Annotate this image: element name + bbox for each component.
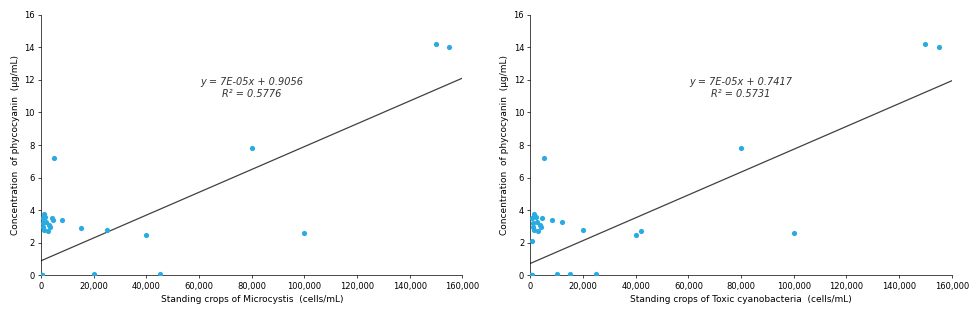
Point	[533, 224, 549, 229]
Point	[441, 45, 457, 50]
Point	[633, 229, 649, 234]
Point	[523, 272, 539, 277]
Point	[529, 219, 545, 224]
Point	[588, 271, 604, 276]
Point	[733, 146, 749, 151]
Point	[544, 218, 560, 223]
Point	[34, 272, 50, 277]
Point	[99, 227, 115, 232]
Point	[34, 272, 50, 277]
Point	[37, 214, 53, 219]
Point	[931, 45, 947, 50]
Point	[526, 227, 542, 232]
Point	[40, 229, 56, 234]
Point	[575, 227, 591, 232]
Point	[86, 271, 102, 276]
Point	[528, 214, 544, 219]
Point	[536, 156, 552, 161]
Point	[41, 222, 57, 227]
Point	[523, 272, 539, 277]
Point	[549, 271, 564, 276]
Point	[524, 272, 540, 277]
Point	[73, 226, 88, 231]
Point	[44, 216, 60, 221]
Point	[38, 219, 54, 224]
Point	[36, 211, 52, 216]
X-axis label: Standing crops of Toxic cyanobacteria  (cells/mL): Standing crops of Toxic cyanobacteria (c…	[630, 295, 852, 304]
Point	[42, 224, 58, 229]
Text: y = 7E-05x + 0.7417
R² = 0.5731: y = 7E-05x + 0.7417 R² = 0.5731	[690, 77, 793, 99]
Point	[628, 232, 644, 237]
Point	[35, 221, 51, 226]
Point	[917, 42, 933, 47]
Point	[428, 42, 444, 47]
Point	[45, 218, 61, 223]
Point	[54, 218, 70, 223]
Point	[524, 221, 540, 226]
Point	[36, 227, 52, 232]
Point	[35, 224, 51, 229]
Point	[152, 271, 168, 276]
Point	[555, 219, 570, 224]
Point	[34, 272, 50, 277]
Point	[530, 229, 546, 234]
Point	[532, 222, 548, 227]
Point	[523, 272, 539, 277]
X-axis label: Standing crops of Microcystis  (cells/mL): Standing crops of Microcystis (cells/mL)	[161, 295, 343, 304]
Point	[786, 231, 802, 236]
Point	[523, 272, 539, 277]
Point	[524, 216, 540, 221]
Y-axis label: Concentration  of phycocyanin  (µg/mL): Concentration of phycocyanin (µg/mL)	[11, 55, 21, 235]
Point	[297, 231, 313, 236]
Point	[33, 272, 49, 277]
Point	[534, 216, 550, 221]
Point	[244, 146, 260, 151]
Point	[525, 224, 541, 229]
Point	[138, 232, 154, 237]
Point	[563, 271, 578, 276]
Point	[46, 156, 62, 161]
Point	[34, 272, 50, 277]
Point	[35, 216, 51, 221]
Y-axis label: Concentration  of phycocyanin  (µg/mL): Concentration of phycocyanin (µg/mL)	[501, 55, 510, 235]
Point	[524, 239, 540, 244]
Point	[526, 211, 542, 216]
Text: y = 7E-05x + 0.9056
R² = 0.5776: y = 7E-05x + 0.9056 R² = 0.5776	[200, 77, 303, 99]
